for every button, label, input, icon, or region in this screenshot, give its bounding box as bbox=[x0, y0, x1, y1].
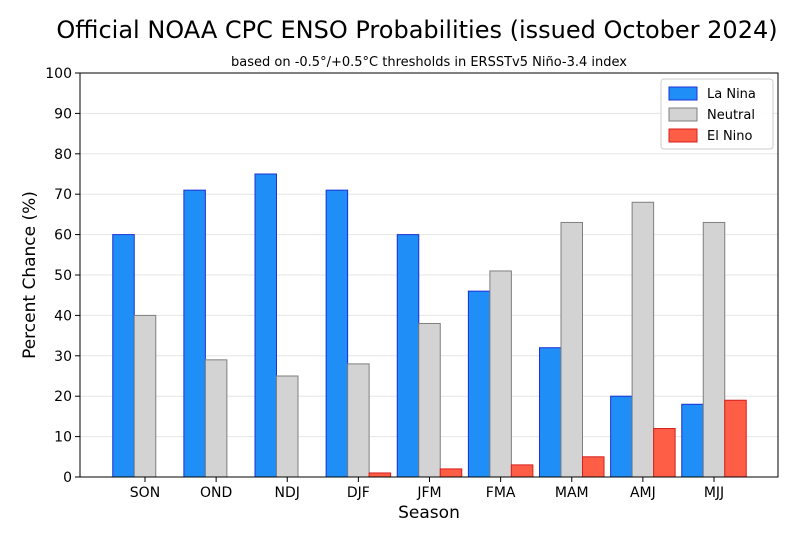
bar-neutral-mjj bbox=[702, 221, 726, 478]
x-tick-label: OND bbox=[200, 485, 232, 501]
bar-la-nina-amj bbox=[610, 395, 633, 478]
bar-neutral-djf bbox=[347, 363, 370, 478]
bar-neutral-mam bbox=[560, 221, 583, 478]
bar-el-nino-mam bbox=[582, 456, 605, 478]
legend-label-neutral: Neutral bbox=[707, 108, 755, 123]
bar-la-nina-mam bbox=[539, 347, 562, 478]
legend-swatch-la-nina bbox=[668, 86, 698, 101]
legend: La Nina Neutral El Nino bbox=[660, 78, 774, 150]
y-tick-label: 70 bbox=[54, 187, 72, 203]
x-tick-label: AMJ bbox=[630, 485, 656, 501]
x-tick-label: SON bbox=[130, 485, 160, 501]
bar-la-nina-ndj bbox=[254, 173, 277, 478]
x-axis-label: Season bbox=[398, 503, 460, 523]
bar-la-nina-djf bbox=[325, 189, 349, 478]
chart-title: Official NOAA CPC ENSO Probabilities (is… bbox=[56, 16, 777, 44]
bar-la-nina-jfm bbox=[396, 234, 420, 478]
y-tick-label: 60 bbox=[54, 228, 72, 244]
bar-neutral-ond bbox=[204, 359, 228, 478]
legend-swatch-neutral bbox=[668, 107, 698, 122]
bar-la-nina-son bbox=[112, 234, 135, 478]
bar-el-nino-amj bbox=[653, 428, 676, 478]
y-tick-label: 40 bbox=[54, 308, 72, 324]
y-tick-label: 50 bbox=[54, 268, 72, 284]
y-tick-label: 0 bbox=[63, 470, 72, 486]
bar-neutral-fma bbox=[489, 270, 512, 478]
bar-la-nina-mjj bbox=[681, 403, 704, 478]
legend-label-la-nina: La Nina bbox=[707, 87, 756, 102]
bar-la-nina-fma bbox=[467, 290, 491, 478]
y-axis-label: Percent Chance (%) bbox=[20, 191, 40, 359]
bar-el-nino-djf bbox=[368, 472, 392, 478]
x-axis-ticks: SON OND NDJ DJF JFM FMA MAM AMJ MJJ bbox=[130, 477, 724, 501]
x-tick-label: MJJ bbox=[704, 485, 724, 501]
x-tick-label: NDJ bbox=[275, 485, 300, 501]
y-tick-label: 100 bbox=[45, 66, 72, 82]
y-tick-label: 20 bbox=[54, 389, 72, 405]
x-tick-label: MAM bbox=[555, 485, 589, 501]
bar-el-nino-fma bbox=[510, 464, 534, 478]
x-tick-label: FMA bbox=[486, 485, 516, 501]
y-tick-label: 80 bbox=[54, 147, 72, 163]
bar-neutral-jfm bbox=[418, 322, 441, 478]
y-tick-label: 90 bbox=[54, 106, 72, 122]
chart-subtitle: based on -0.5°/+0.5°C thresholds in ERSS… bbox=[231, 55, 627, 70]
y-tick-label: 30 bbox=[54, 349, 72, 365]
y-axis-ticks: 0 10 20 30 40 50 60 70 80 90 100 bbox=[45, 66, 80, 486]
x-tick-label: DJF bbox=[347, 485, 370, 501]
bars-group bbox=[112, 173, 747, 478]
bar-la-nina-ond bbox=[183, 189, 206, 478]
bar-neutral-amj bbox=[631, 201, 655, 478]
x-tick-label: JFM bbox=[416, 485, 441, 501]
bar-neutral-son bbox=[133, 314, 157, 478]
bar-el-nino-mjj bbox=[724, 399, 747, 478]
y-tick-label: 10 bbox=[54, 430, 72, 446]
bar-el-nino-jfm bbox=[439, 468, 463, 478]
bar-neutral-ndj bbox=[276, 375, 299, 478]
legend-swatch-el-nino bbox=[668, 128, 698, 143]
legend-label-el-nino: El Nino bbox=[707, 129, 753, 144]
